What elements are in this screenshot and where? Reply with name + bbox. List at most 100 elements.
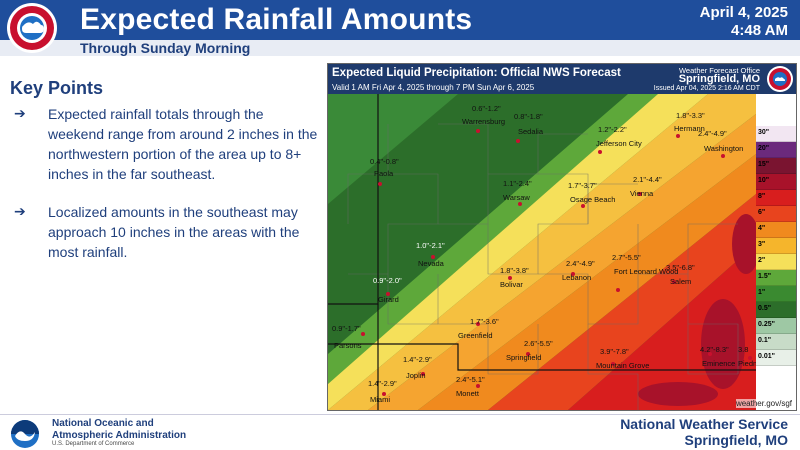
city-name-label: Sedalia <box>518 127 544 136</box>
noaa-name-line1: National Oceanic and <box>52 418 154 429</box>
issue-date: April 4, 2025 <box>699 4 788 21</box>
city-name-label: Joplin <box>406 371 426 380</box>
legend-swatch: 6" <box>756 206 796 222</box>
city-marker <box>476 384 480 388</box>
arrow-bullet-icon: ➔ <box>14 204 26 220</box>
legend-label: 10" <box>758 177 770 184</box>
city-range-label: 2.4"-5.1" <box>456 375 485 384</box>
legend-label: 0.25" <box>758 321 775 328</box>
city-marker <box>571 272 575 276</box>
city-range-label: 2.7"-5.5" <box>612 253 641 262</box>
city-range-label: 1.8"-3.8" <box>500 266 529 275</box>
legend-label: 0.1" <box>758 337 772 344</box>
city-range-label: 2.6"-5.5" <box>524 339 553 348</box>
city-marker <box>378 182 382 186</box>
city-range-label: 1.7"-3.7" <box>568 181 597 190</box>
city-name-label: Girard <box>378 295 399 304</box>
city-range-label: 0.9"-2.0" <box>373 276 402 285</box>
city-name-label: Greenfield <box>458 331 493 340</box>
legend-label: 1.5" <box>758 273 772 280</box>
map-valid-period: Valid 1 AM Fri Apr 4, 2025 through 7 PM … <box>332 83 535 92</box>
city-range-label: 2.1"-4.4" <box>633 175 662 184</box>
issue-time: 4:48 AM <box>731 22 788 39</box>
city-marker <box>748 356 752 360</box>
city-marker <box>721 154 725 158</box>
city-marker <box>518 202 522 206</box>
city-marker <box>676 134 680 138</box>
key-points-heading: Key Points <box>10 78 104 98</box>
city-name-label: Piedmont <box>738 359 771 368</box>
legend-swatch: 2" <box>756 254 796 270</box>
city-marker <box>386 292 390 296</box>
legend-swatch: 15" <box>756 158 796 174</box>
legend-swatch: 8" <box>756 190 796 206</box>
city-name-label: Fort Leonard Wood <box>614 267 678 276</box>
city-name-label: Lebanon <box>562 273 591 282</box>
legend-label: 3" <box>758 241 766 248</box>
city-marker <box>708 352 712 356</box>
legend-label: 1" <box>758 289 766 296</box>
city-name-label: Eminence <box>702 359 735 368</box>
city-range-label: 3.8 <box>738 345 748 354</box>
city-range-label: 1.8"-3.3" <box>676 111 705 120</box>
city-range-label: 0.8"-1.8" <box>514 112 543 121</box>
legend-swatch: 30" <box>756 126 796 142</box>
legend-label: 0.01" <box>758 353 775 360</box>
legend-label: 0.5" <box>758 305 772 312</box>
legend-label: 15" <box>758 161 770 168</box>
city-name-label: Paola <box>374 169 394 178</box>
city-range-label: 0.6"-1.2" <box>472 104 501 113</box>
key-point-item: ➔ Localized amounts in the southeast may… <box>14 202 320 262</box>
city-name-label: Hermann <box>674 124 705 133</box>
city-name-label: Osage Beach <box>570 195 615 204</box>
map-url: weather.gov/sgf <box>735 399 792 408</box>
city-marker <box>526 352 530 356</box>
city-name-label: Vienna <box>630 189 654 198</box>
legend-swatch: 0.01" <box>756 350 796 366</box>
key-point-text: Localized amounts in the southeast may a… <box>48 204 300 260</box>
footer-bar <box>0 414 800 450</box>
noaa-name-line2: Atmospheric Administration <box>52 430 187 441</box>
city-range-label: 1.2"-2.2" <box>598 125 627 134</box>
city-marker <box>361 332 365 336</box>
city-marker <box>581 204 585 208</box>
office-location: Springfield, MO <box>684 432 788 448</box>
wfo-label: Weather Forecast Office <box>678 66 760 75</box>
legend-label: 8" <box>758 193 766 200</box>
city-range-label: 3.5"-6.8" <box>666 263 695 272</box>
legend-swatch: 1.5" <box>756 270 796 286</box>
city-markers: 0.4"-0.8" Paola 0.6"-1.2" Warrensburg 0.… <box>332 104 771 404</box>
city-marker <box>616 288 620 292</box>
noaa-logo-icon <box>11 420 39 448</box>
legend-label: 4" <box>758 225 766 232</box>
city-marker <box>611 362 615 366</box>
legend-swatch: 20" <box>756 142 796 158</box>
map-issued-time: Issued Apr 04, 2025 2:16 AM CDT <box>653 85 760 92</box>
legend-swatch: 1" <box>756 286 796 302</box>
city-name-label: Salem <box>670 277 691 286</box>
city-range-label: 1.1"-2.4" <box>503 179 532 188</box>
arrow-bullet-icon: ➔ <box>14 106 26 122</box>
city-range-label: 2.4"-4.9" <box>698 129 727 138</box>
city-range-label: 1.4"-2.9" <box>403 355 432 364</box>
city-marker <box>508 276 512 280</box>
map-legend: 30" 20" 15" 10" 8" 6" 4" 3" 2" 1.5" 1" 0… <box>756 126 796 394</box>
nws-logo-icon <box>7 3 57 53</box>
city-range-label: 1.0"-2.1" <box>416 241 445 250</box>
legend-swatch: 0.1" <box>756 334 796 350</box>
legend-swatch: 0.25" <box>756 318 796 334</box>
subtitle-band <box>0 40 800 56</box>
city-range-label: 0.4"-0.8" <box>370 157 399 166</box>
city-marker <box>516 139 520 143</box>
city-name-label: Jefferson City <box>596 139 642 148</box>
city-name-label: Mountain Grove <box>596 361 649 370</box>
legend-label: 6" <box>758 209 766 216</box>
noaa-department: U.S. Department of Commerce <box>52 441 135 447</box>
city-name-label: Parsons <box>334 341 362 350</box>
key-point-item: ➔ Expected rainfall totals through the w… <box>14 104 320 184</box>
legend-swatch: 4" <box>756 222 796 238</box>
city-name-label: Monett <box>456 389 480 398</box>
city-marker <box>421 372 425 376</box>
map-title: Expected Liquid Precipitation: Official … <box>332 67 621 79</box>
